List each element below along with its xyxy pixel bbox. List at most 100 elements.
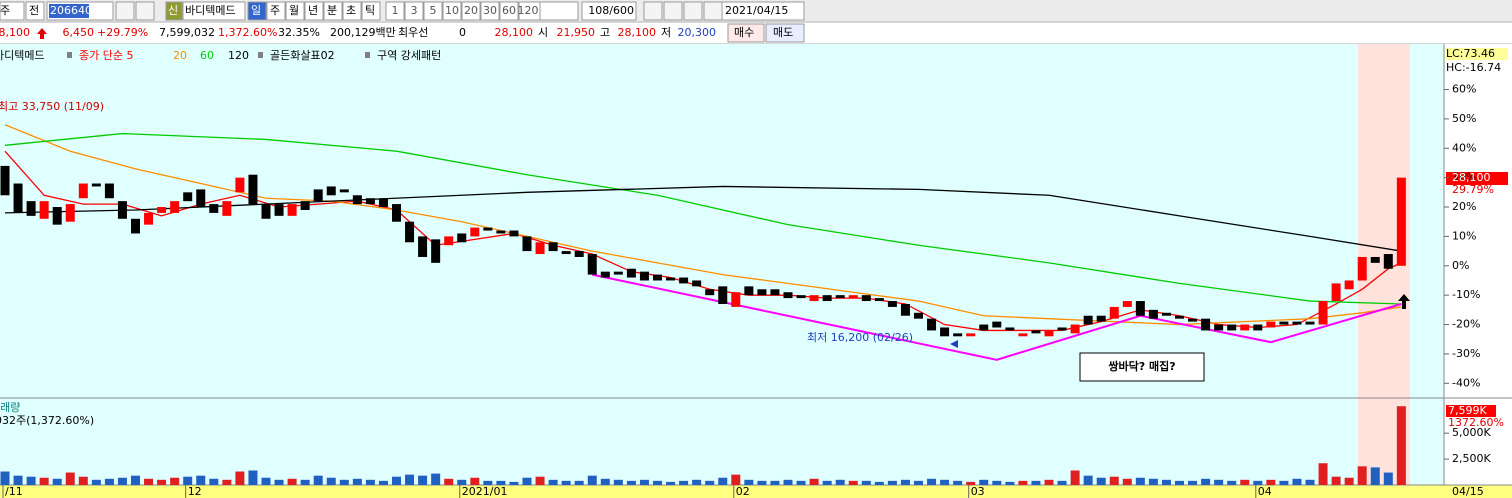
code: 206640 — [50, 4, 92, 17]
volume-bar — [718, 477, 728, 485]
number-button[interactable] — [404, 1, 424, 21]
x-tick-label: 02 — [736, 485, 750, 498]
candle — [1018, 333, 1028, 337]
x-tick-label: 04 — [1258, 485, 1272, 498]
legend-entry: 20 — [173, 49, 187, 62]
icon-button[interactable] — [643, 1, 663, 21]
volume-bar — [1383, 472, 1393, 485]
x-tick-label: /11 — [5, 485, 23, 498]
legend-bullet — [258, 52, 263, 58]
y-tick-label: -20% — [1452, 318, 1480, 331]
candle — [457, 233, 467, 243]
candle — [157, 207, 167, 213]
label: 저 — [661, 26, 671, 39]
volume-bar — [378, 480, 388, 485]
volume-bar — [261, 477, 271, 485]
combo[interactable] — [539, 1, 579, 21]
number-button[interactable] — [423, 1, 443, 21]
candle — [418, 236, 428, 257]
volume-tag: 7,599K — [1448, 404, 1487, 417]
candle — [914, 312, 923, 319]
name-box[interactable] — [182, 1, 246, 21]
x-tick-label: 03 — [971, 485, 985, 498]
volume-bar — [1266, 479, 1276, 485]
candle — [1070, 324, 1080, 334]
interval-button[interactable] — [266, 1, 286, 21]
volume-bar — [209, 478, 219, 485]
candle — [1214, 324, 1224, 331]
candle — [1279, 321, 1289, 325]
candle — [561, 251, 571, 255]
note-box — [1079, 352, 1205, 382]
volume-bar — [796, 480, 806, 485]
icon-button[interactable] — [703, 1, 723, 21]
button[interactable] — [25, 1, 45, 21]
legend-entry: 구역 강세패턴 — [377, 49, 441, 62]
interval: 틱 — [365, 4, 375, 17]
volume-bar — [548, 479, 558, 485]
number-button[interactable] — [442, 1, 462, 21]
volume-bar — [900, 479, 910, 485]
number-button[interactable] — [499, 1, 519, 21]
number-button[interactable] — [461, 1, 481, 21]
volume-bar — [1096, 477, 1106, 485]
volume-bar — [52, 478, 62, 485]
candle — [613, 271, 623, 275]
candle — [444, 236, 454, 246]
number-button[interactable] — [480, 1, 500, 21]
y-tick-label: 2,500K — [1452, 452, 1491, 465]
up-arrow — [37, 28, 47, 39]
interval-button[interactable] — [304, 1, 324, 21]
number-button[interactable] — [385, 1, 405, 21]
label: 시 — [538, 26, 548, 39]
volume-bar — [940, 479, 950, 485]
candle — [979, 324, 989, 331]
icon-button[interactable] — [135, 1, 155, 21]
arrow-icon — [1398, 294, 1410, 309]
interval: 일 — [251, 3, 261, 17]
candle — [744, 286, 754, 296]
candle — [378, 198, 388, 208]
icon-button[interactable] — [115, 1, 135, 21]
annotation: 최고 33,750 (11/09) — [0, 100, 104, 113]
interval-button[interactable] — [247, 1, 267, 21]
label: 고 — [600, 26, 610, 39]
credit: 신 — [168, 4, 178, 17]
change: 6,450 — [63, 26, 95, 39]
dropdown[interactable] — [0, 1, 25, 21]
candle — [574, 251, 584, 257]
interval-button[interactable] — [285, 1, 305, 21]
icon-button[interactable] — [683, 1, 703, 21]
y-tick-label: -30% — [1452, 347, 1480, 360]
annotation: 쌍바닥? 매집? — [1108, 359, 1175, 373]
volume-bar — [874, 481, 884, 485]
interval-button[interactable] — [323, 1, 343, 21]
date-box[interactable] — [721, 1, 805, 21]
candle — [1005, 327, 1015, 331]
buy-button[interactable] — [727, 23, 765, 43]
candle — [1344, 280, 1354, 290]
volume-bar — [457, 479, 467, 485]
candle — [483, 227, 493, 231]
interval-button[interactable] — [361, 1, 381, 21]
candle — [887, 301, 897, 307]
volume-bar — [157, 479, 167, 485]
label: 최우선 — [398, 26, 428, 39]
icon-button[interactable] — [663, 1, 683, 21]
price: 28,100 — [0, 26, 30, 39]
candle — [1331, 283, 1341, 302]
hc-label: HC:-16.74 — [1446, 61, 1501, 74]
volume-bar — [887, 480, 897, 485]
sell-button[interactable] — [765, 23, 805, 43]
volume-bar — [666, 481, 676, 485]
candle — [496, 230, 506, 234]
interval-button[interactable] — [342, 1, 362, 21]
candle — [235, 177, 245, 193]
volume-bar — [1135, 477, 1145, 485]
volume: 7,599,032 — [159, 26, 215, 39]
date: 2021/04/15 — [725, 4, 788, 17]
volume-bar — [1005, 481, 1015, 485]
candle — [1044, 330, 1054, 337]
candle — [992, 321, 1002, 328]
